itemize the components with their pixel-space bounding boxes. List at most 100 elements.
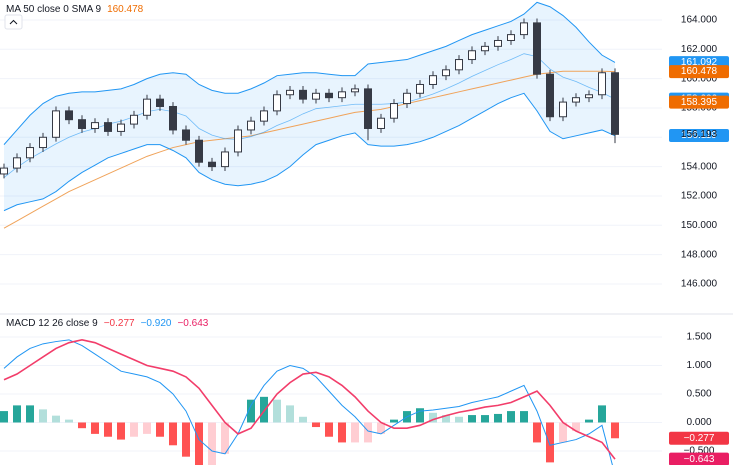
histogram-bar — [611, 422, 619, 439]
histogram-bar — [546, 422, 554, 463]
price-tag-label: 156.119 — [681, 130, 717, 141]
candle-body — [390, 103, 398, 119]
y-tick-label: 164.000 — [681, 15, 718, 26]
histogram-bar — [117, 422, 125, 440]
candle-body — [221, 151, 229, 168]
candle-body — [416, 83, 424, 94]
histogram-bar — [156, 422, 164, 437]
histogram-bar — [0, 411, 8, 423]
candle-body — [169, 105, 177, 131]
histogram-bar — [572, 422, 580, 432]
y-tick-label: 0.500 — [686, 389, 711, 400]
ma50-line — [3, 70, 616, 229]
price-tag-label: 161.092 — [681, 57, 718, 68]
candle-body — [507, 34, 515, 41]
histogram-bar — [195, 422, 203, 465]
histogram-bar — [338, 422, 346, 443]
candle-body — [247, 120, 255, 131]
histogram-bar — [143, 422, 151, 434]
histogram-bar — [325, 422, 333, 437]
candle-body — [195, 139, 203, 163]
candle-body — [351, 88, 359, 93]
macd-pane — [0, 336, 662, 465]
price-tag-label: −0.277 — [684, 433, 715, 444]
axes: 146.000148.000150.000152.000154.000156.0… — [669, 15, 729, 465]
histogram-bar — [286, 405, 294, 423]
candle-body — [143, 98, 151, 116]
histogram-bar — [208, 422, 216, 465]
candle-body — [299, 89, 307, 100]
band-fill — [4, 2, 615, 211]
y-tick-label: 146.000 — [681, 279, 718, 290]
histogram-bar — [481, 415, 489, 423]
y-tick-label: 0.000 — [686, 417, 711, 428]
macd-legend: MACD 12 26 close 9 −0.277 −0.920 −0.643 — [6, 318, 209, 329]
histogram-bar — [507, 411, 515, 423]
collapse-button[interactable] — [4, 14, 23, 30]
y-tick-label: 150.000 — [681, 220, 718, 231]
price-pane — [0, 1, 662, 285]
candle-body — [585, 94, 593, 99]
histogram-bar — [104, 422, 112, 437]
candle-body — [533, 22, 541, 75]
price-tag-label: 160.478 — [681, 66, 718, 77]
legend-value: −0.920 — [141, 318, 172, 329]
histogram-bar — [312, 422, 320, 428]
price-tag — [669, 65, 729, 79]
histogram-bar — [442, 415, 450, 423]
histogram-bar — [221, 422, 229, 454]
candle-body — [572, 97, 580, 103]
y-tick-label: 1.000 — [686, 360, 711, 371]
histogram-bar — [390, 419, 398, 423]
price-tag — [669, 95, 729, 109]
histogram-bar — [468, 415, 476, 423]
candle-body — [234, 129, 242, 153]
y-tick-label: 154.000 — [681, 161, 718, 172]
candle-body — [13, 157, 21, 169]
candle-body — [442, 69, 450, 77]
histogram-bar — [429, 412, 437, 423]
histogram-bar — [351, 422, 359, 443]
legend-name: MACD 12 26 close 9 — [6, 318, 98, 329]
histogram-bar — [169, 422, 177, 446]
histogram-bar — [494, 413, 502, 423]
candle-body — [182, 129, 190, 141]
histogram-bar — [559, 422, 567, 443]
histogram-bar — [39, 409, 47, 423]
histogram-bar — [416, 408, 424, 423]
histogram-bar — [13, 405, 21, 423]
candle-body — [338, 91, 346, 99]
histogram-bar — [130, 422, 138, 437]
price-tag-label: 158.395 — [681, 97, 718, 108]
candle-body — [494, 39, 502, 47]
candle-body — [117, 123, 125, 132]
legend-value: −0.643 — [177, 318, 208, 329]
histogram-bar — [247, 399, 255, 423]
histogram-bar — [520, 411, 528, 423]
histogram-bar — [260, 396, 268, 423]
y-tick-label: 148.000 — [681, 249, 718, 260]
price-tag — [669, 129, 729, 143]
band-upper — [3, 1, 616, 145]
candle-body — [260, 110, 268, 122]
candle-body — [598, 72, 606, 96]
y-tick-label: 152.000 — [681, 191, 718, 202]
candle-body — [468, 50, 476, 61]
y-tick-label: 160.000 — [681, 73, 718, 84]
price-tag-label: −0.643 — [684, 454, 715, 465]
candle-body — [364, 88, 372, 129]
histogram-bar — [299, 416, 307, 423]
histogram-bar — [533, 422, 541, 443]
histogram-bar — [78, 422, 86, 429]
last-price-label: 156.193 — [681, 129, 718, 140]
candle-body — [78, 119, 86, 129]
histogram-bar — [52, 415, 60, 423]
candle-body — [156, 98, 164, 107]
legend-value: 160.478 — [107, 4, 144, 15]
candle-body — [286, 89, 294, 96]
histogram-bar — [26, 405, 34, 423]
candle-body — [65, 110, 73, 121]
candle-body — [455, 59, 463, 71]
